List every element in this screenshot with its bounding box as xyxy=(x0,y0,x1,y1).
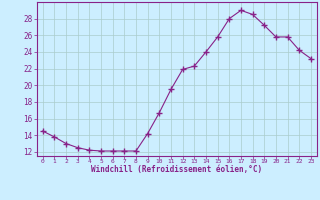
X-axis label: Windchill (Refroidissement éolien,°C): Windchill (Refroidissement éolien,°C) xyxy=(91,165,262,174)
